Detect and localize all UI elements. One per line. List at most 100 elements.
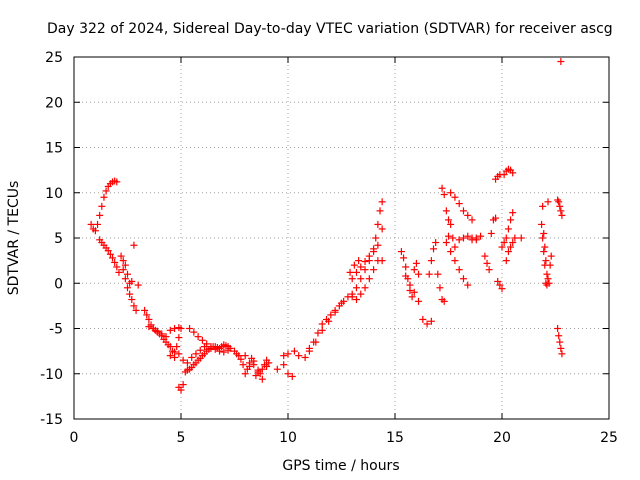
data-point — [504, 225, 512, 233]
data-point — [504, 248, 512, 256]
data-point — [352, 284, 360, 292]
grid — [74, 57, 609, 419]
data-point — [109, 254, 117, 262]
data-point — [538, 220, 546, 228]
data-point — [100, 193, 108, 201]
y-tick-label: 0 — [54, 276, 63, 292]
data-point — [541, 243, 549, 251]
data-point — [442, 239, 450, 247]
data-point — [192, 350, 200, 358]
data-point — [539, 202, 547, 210]
data-point — [284, 350, 292, 358]
data-point — [557, 58, 565, 66]
data-point — [517, 234, 525, 242]
data-point — [239, 361, 247, 369]
data-point — [425, 270, 433, 278]
data-point — [547, 252, 555, 260]
data-point — [415, 270, 423, 278]
data-point — [153, 327, 161, 335]
data-point — [265, 359, 273, 367]
data-point — [459, 275, 467, 283]
data-point — [162, 333, 170, 341]
y-tick-label: 5 — [54, 231, 63, 247]
data-point — [423, 320, 431, 328]
data-point — [295, 352, 303, 360]
data-point — [494, 277, 502, 285]
data-point — [436, 284, 444, 292]
data-point — [374, 220, 382, 228]
data-point — [507, 243, 515, 251]
data-point — [502, 234, 510, 242]
data-point — [481, 252, 489, 260]
data-point — [119, 257, 127, 265]
data-point — [179, 381, 187, 389]
data-point — [554, 325, 562, 332]
data-point — [348, 275, 356, 283]
data-point — [130, 302, 138, 310]
data-point — [143, 311, 151, 319]
data-point — [447, 220, 455, 228]
data-point — [485, 266, 493, 274]
data-point — [166, 352, 174, 360]
data-point — [254, 366, 262, 374]
data-point — [427, 317, 435, 325]
data-point — [166, 343, 174, 351]
data-point — [410, 266, 418, 274]
axis-ticks — [73, 56, 610, 420]
data-point — [430, 245, 438, 253]
data-point — [472, 236, 480, 244]
data-point — [361, 266, 369, 274]
data-point — [427, 257, 435, 265]
data-point — [509, 169, 517, 177]
data-point — [194, 333, 202, 341]
data-point — [102, 187, 110, 195]
y-tick-labels: -15 -10 -5 0 5 10 15 20 25 — [40, 50, 63, 428]
data-point — [338, 299, 345, 307]
data-point — [412, 259, 420, 267]
data-point — [464, 211, 472, 219]
data-point — [507, 216, 515, 224]
data-point — [357, 263, 365, 271]
data-point — [555, 332, 563, 340]
data-point — [498, 243, 506, 251]
data-point — [104, 247, 112, 255]
data-point — [542, 257, 550, 265]
data-point — [511, 234, 519, 242]
data-point — [173, 343, 181, 351]
data-point — [440, 191, 448, 199]
data-point — [468, 234, 476, 242]
data-point — [397, 248, 405, 256]
data-point — [410, 288, 418, 296]
data-point — [284, 370, 292, 378]
data-point — [280, 361, 288, 369]
data-point — [305, 344, 313, 352]
chart-title: Day 322 of 2024, Sidereal Day-to-day VTE… — [47, 21, 613, 37]
data-point — [419, 315, 427, 323]
x-tick-label: 0 — [70, 430, 79, 446]
data-point — [509, 209, 517, 217]
data-point — [145, 315, 153, 323]
data-point — [449, 234, 457, 242]
data-point — [558, 350, 566, 358]
data-point — [554, 196, 562, 204]
data-point — [190, 328, 198, 336]
data-point — [256, 370, 264, 378]
data-point — [543, 270, 551, 278]
y-tick-label: -10 — [40, 367, 63, 383]
x-tick-label: 15 — [386, 430, 404, 446]
data-point — [370, 248, 378, 256]
data-point — [468, 216, 476, 224]
y-tick-label: -15 — [40, 412, 63, 428]
data-point — [487, 229, 495, 237]
data-point — [91, 227, 99, 235]
data-point — [94, 220, 102, 228]
data-point — [557, 207, 565, 215]
data-point — [252, 372, 260, 380]
data-point — [370, 266, 378, 274]
data-point — [477, 232, 485, 240]
y-tick-label: -5 — [49, 322, 63, 338]
data-point — [558, 211, 566, 219]
data-point — [378, 257, 386, 265]
data-point — [451, 193, 459, 201]
